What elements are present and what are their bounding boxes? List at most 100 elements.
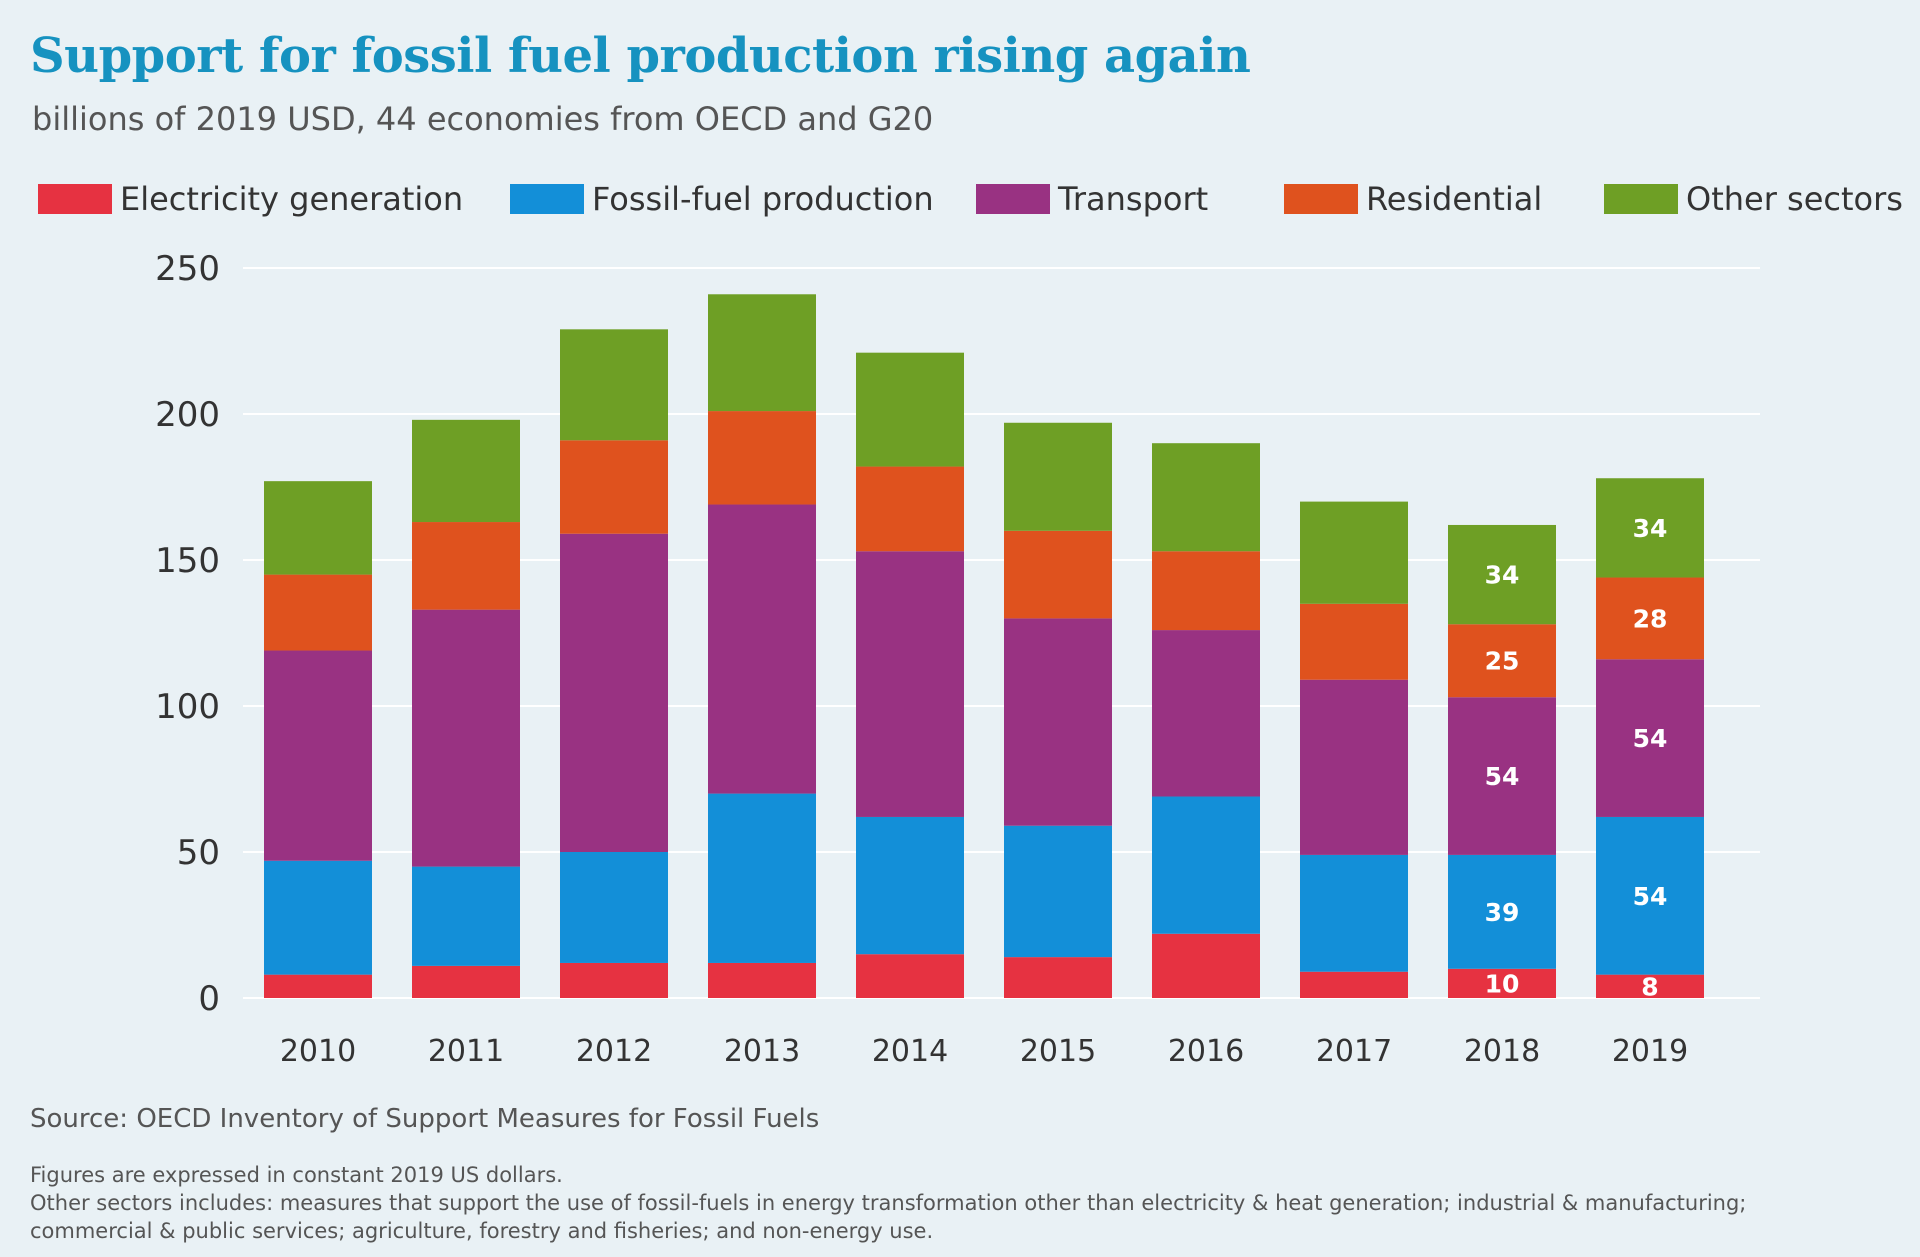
legend-swatch-other-sectors [1604, 184, 1678, 214]
x-tick-label: 2010 [280, 1034, 356, 1069]
x-tick-label: 2012 [576, 1034, 652, 1069]
x-tick-label: 2011 [428, 1034, 504, 1069]
bar-segment [1300, 603, 1408, 680]
bar-segment [1300, 679, 1408, 855]
bar-segment [1448, 854, 1556, 969]
bar-segment [560, 962, 668, 998]
bar-segment [708, 793, 816, 963]
bar-data-label: 10 [1485, 969, 1520, 998]
x-tick-label: 2016 [1168, 1034, 1244, 1069]
bar-segment [264, 974, 372, 998]
y-tick-label: 200 [155, 395, 220, 435]
bar-segment [1596, 974, 1704, 998]
legend-label-residential: Residential [1366, 180, 1543, 218]
bar-segment [264, 481, 372, 575]
y-tick-label: 250 [155, 249, 220, 289]
bar-segment [560, 533, 668, 852]
footnote-line-2: Other sectors includes: measures that su… [30, 1191, 1747, 1215]
bar-segment [1448, 697, 1556, 855]
legend-item-electricity: Electricity generation [38, 180, 463, 218]
bar-segment [412, 965, 520, 998]
legend-item-other-sectors: Other sectors [1604, 180, 1903, 218]
bar-segment [708, 411, 816, 505]
bar-segment [1152, 443, 1260, 552]
legend: Electricity generation Fossil-fuel produ… [0, 180, 1920, 220]
bar-segment [264, 650, 372, 861]
x-tick-label: 2019 [1612, 1034, 1688, 1069]
bar-data-label: 34 [1485, 561, 1520, 590]
bar-segment [856, 466, 964, 552]
footnote-line-1: Figures are expressed in constant 2019 U… [30, 1163, 563, 1187]
bar-data-label: 25 [1485, 647, 1520, 676]
bar-segment [264, 860, 372, 975]
bar-segment [264, 574, 372, 651]
x-tick-label: 2013 [724, 1034, 800, 1069]
legend-swatch-electricity [38, 184, 112, 214]
bar-data-label: 28 [1633, 604, 1668, 633]
x-tick-label: 2017 [1316, 1034, 1392, 1069]
bar-data-label: 39 [1485, 898, 1520, 927]
bar-segment [1596, 816, 1704, 975]
x-tick-label: 2014 [872, 1034, 948, 1069]
bar-segment [412, 609, 520, 867]
bar-segment [560, 852, 668, 963]
bar-segment [1300, 501, 1408, 604]
legend-label-transport: Transport [1058, 180, 1209, 218]
chart-subtitle: billions of 2019 USD, 44 economies from … [32, 100, 934, 138]
bar-segment [1004, 530, 1112, 619]
bar-segment [1004, 618, 1112, 826]
bar-segment [1448, 968, 1556, 998]
bar-data-label: 34 [1633, 514, 1668, 543]
bar-segment [412, 419, 520, 523]
legend-item-residential: Residential [1284, 180, 1542, 218]
bar-segment [1448, 524, 1556, 625]
bar-segment [1004, 825, 1112, 958]
bar-segment [412, 866, 520, 966]
bar-segment [412, 522, 520, 610]
bar-segment [856, 954, 964, 998]
legend-swatch-fossil-fuel-production [510, 184, 584, 214]
legend-label-other-sectors: Other sectors [1686, 180, 1903, 218]
bar-segment [1152, 551, 1260, 631]
bar-segment [1152, 933, 1260, 998]
bar-segment [1300, 971, 1408, 998]
bar-segment [708, 962, 816, 998]
bar-data-label: 54 [1633, 724, 1668, 753]
bar-data-label: 8 [1641, 972, 1658, 1001]
y-tick-label: 50 [177, 833, 220, 873]
bar-segment [708, 294, 816, 412]
bar-data-label: 54 [1485, 762, 1520, 791]
legend-label-fossil-fuel-production: Fossil-fuel production [592, 180, 934, 218]
bar-segment [708, 504, 816, 794]
footnote-line-3: commercial & public services; agricultur… [30, 1219, 934, 1243]
bar-segment [1596, 478, 1704, 578]
x-tick-label: 2015 [1020, 1034, 1096, 1069]
bar-segment [1152, 630, 1260, 797]
y-tick-label: 0 [198, 979, 220, 1019]
legend-label-electricity: Electricity generation [120, 180, 464, 218]
legend-swatch-transport [976, 184, 1050, 214]
legend-item-fossil-fuel-production: Fossil-fuel production [510, 180, 934, 218]
chart-title: Support for fossil fuel production risin… [30, 28, 1251, 84]
legend-swatch-residential [1284, 184, 1358, 214]
bar-data-label: 54 [1633, 882, 1668, 911]
bar-segment [1596, 659, 1704, 817]
bar-segment [1004, 957, 1112, 998]
bar-segment [1004, 422, 1112, 531]
y-tick-label: 100 [155, 687, 220, 727]
x-tick-label: 2018 [1464, 1034, 1540, 1069]
source-note: Source: OECD Inventory of Support Measur… [30, 1104, 820, 1134]
bar-segment [1152, 796, 1260, 934]
bar-segment [560, 329, 668, 441]
y-tick-label: 150 [155, 541, 220, 581]
bar-segment [1300, 854, 1408, 972]
footnotes: Figures are expressed in constant 2019 U… [30, 1161, 1890, 1245]
bar-segment [1596, 577, 1704, 660]
bar-segment [856, 816, 964, 955]
bar-segment [1448, 624, 1556, 698]
bar-segment [856, 551, 964, 817]
bar-segment [560, 440, 668, 534]
legend-item-transport: Transport [976, 180, 1208, 218]
bar-segment [856, 352, 964, 467]
